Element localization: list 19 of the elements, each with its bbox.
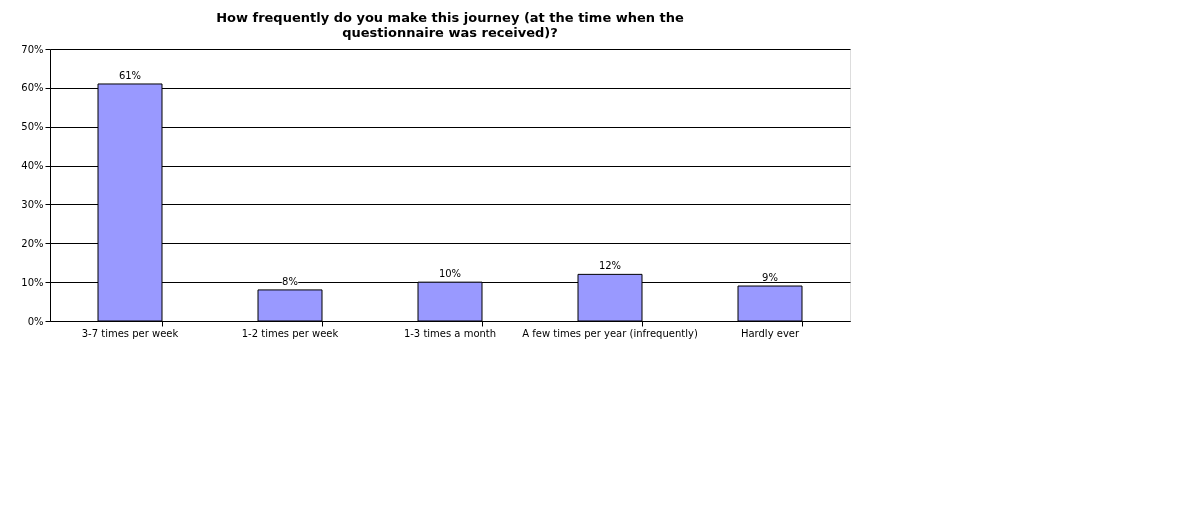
x-tick-label: 1-3 times a month xyxy=(403,327,497,339)
x-tick-label: 1-2 times per week xyxy=(241,327,339,339)
y-tick-label: 0% xyxy=(27,315,44,327)
data-label: 10% xyxy=(438,268,462,280)
y-tick-label: 70% xyxy=(21,43,44,55)
x-tick-label: 3-7 times per week xyxy=(81,327,179,339)
y-tick-label: 50% xyxy=(21,121,44,133)
chart-title: How frequently do you make this journey (at the time when the questionnaire was received)? xyxy=(216,10,685,40)
y-tick-label: 60% xyxy=(21,82,44,94)
y-tick-label: 30% xyxy=(21,198,44,210)
y-tick-label: 20% xyxy=(21,237,44,249)
data-label: 8% xyxy=(282,275,298,287)
data-label: 9% xyxy=(762,272,778,284)
data-label: 12% xyxy=(598,260,622,272)
y-tick-label: 40% xyxy=(21,160,44,172)
x-tick-label: A few times per year (infrequently) xyxy=(522,327,698,339)
data-label: 61% xyxy=(118,69,142,81)
y-tick-label: 10% xyxy=(21,276,44,288)
x-tick-label: Hardly ever xyxy=(740,327,800,339)
